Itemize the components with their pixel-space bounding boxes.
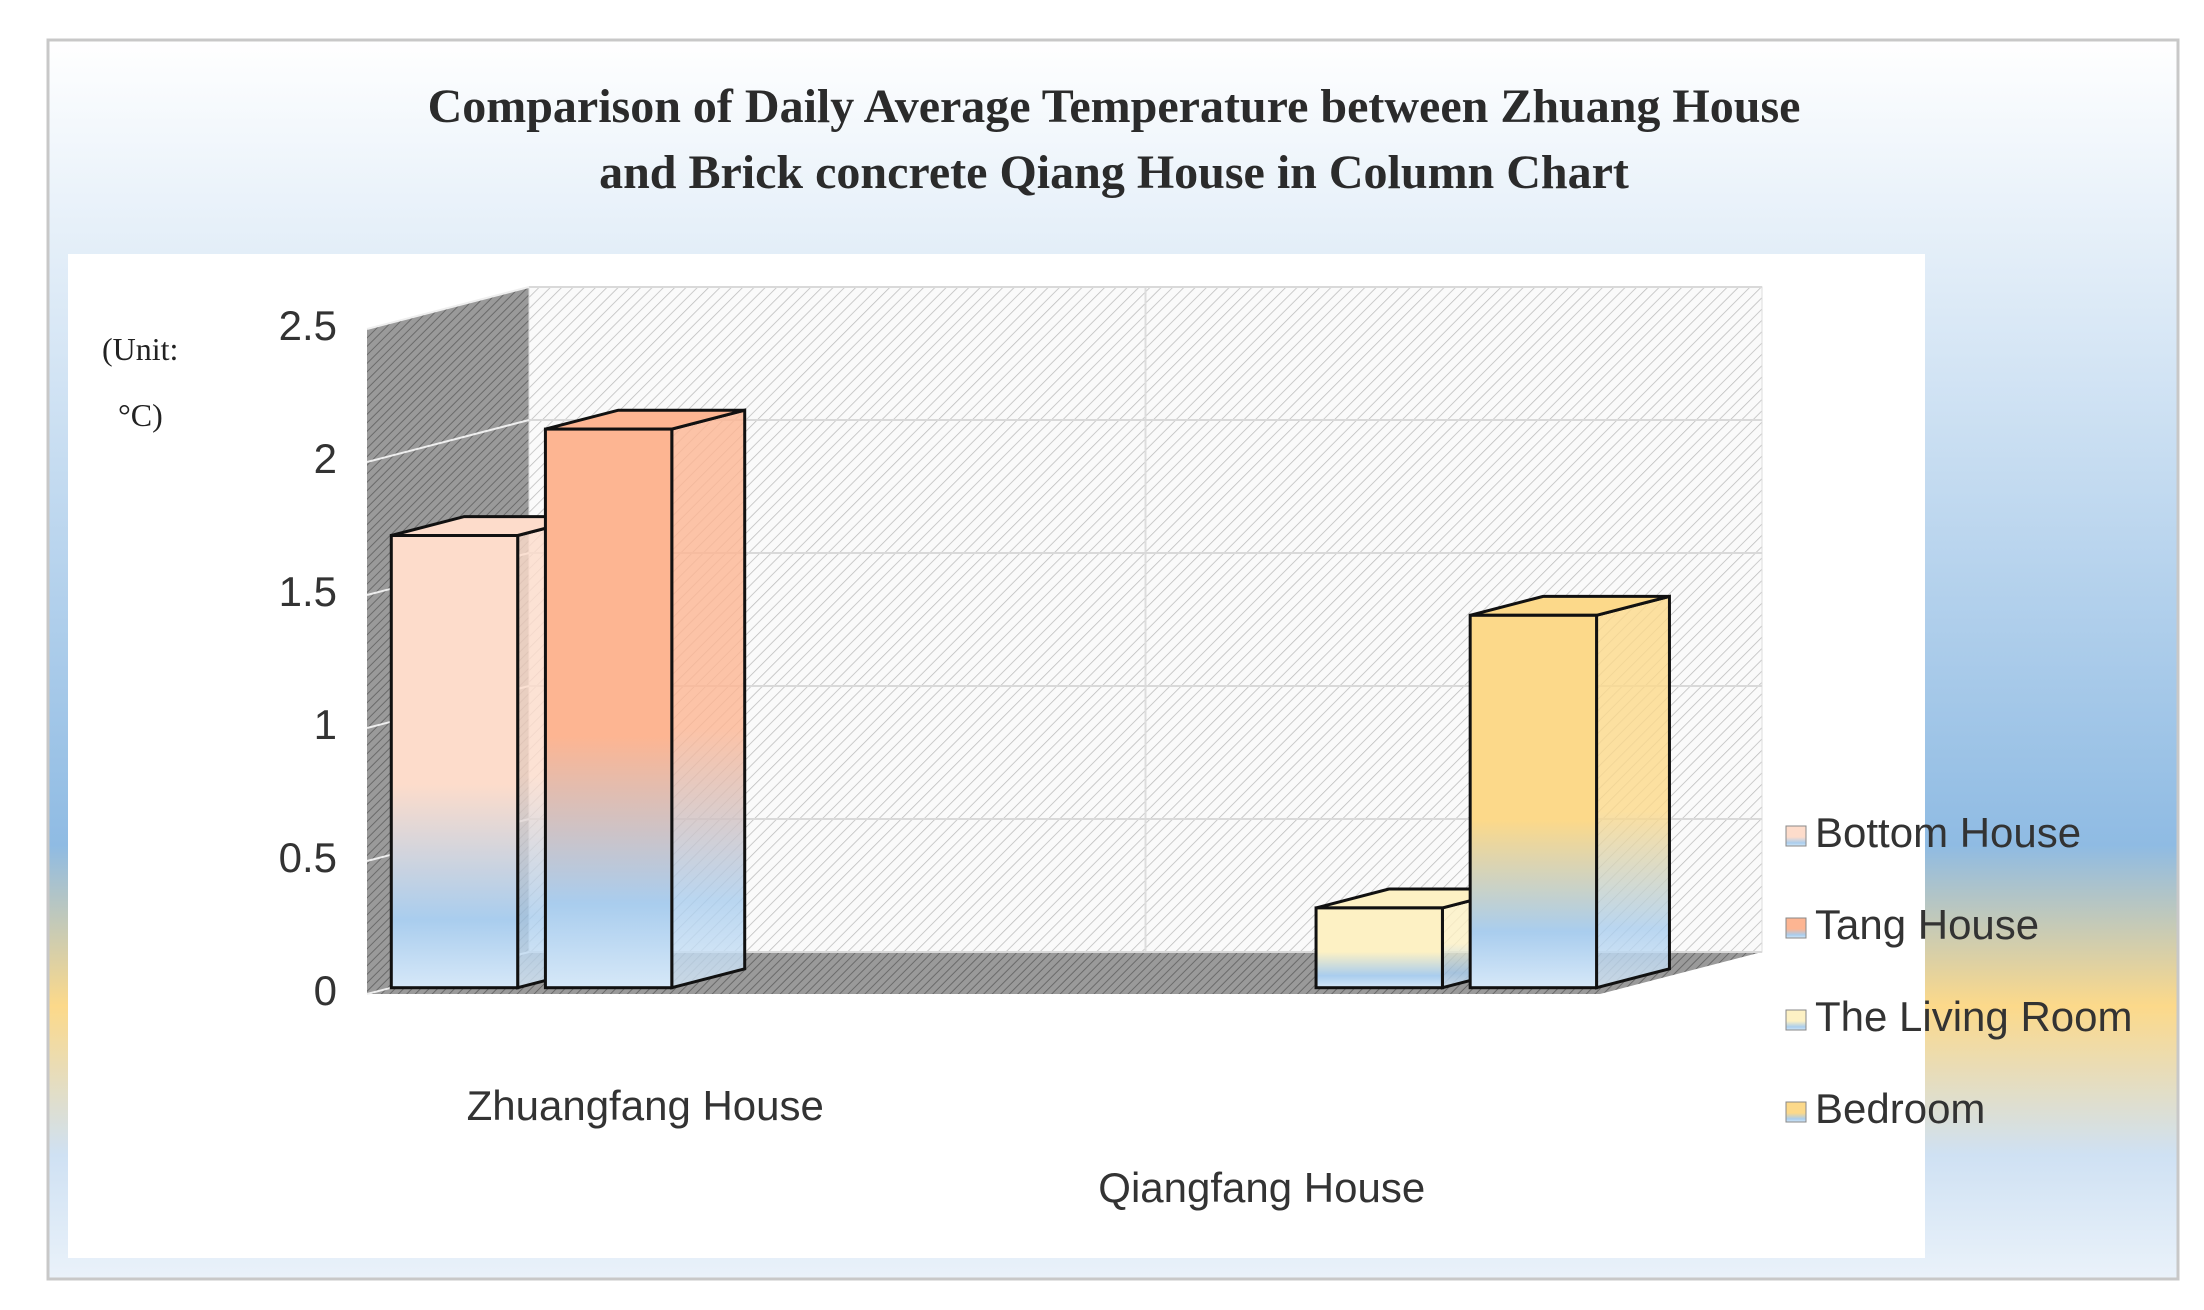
- y-tick-label: 0: [314, 967, 337, 1014]
- bar: [543, 427, 674, 990]
- y-axis-label: °C): [118, 397, 163, 433]
- bar-side: [670, 408, 747, 990]
- legend-swatch: [1785, 1101, 1807, 1123]
- bar: [1314, 906, 1444, 990]
- legend-swatch: [1785, 825, 1807, 847]
- legend-label: The Living Room: [1815, 993, 2132, 1040]
- legend-swatch: [1785, 1009, 1807, 1031]
- chart-title: Comparison of Daily Average Temperature …: [428, 80, 1801, 133]
- y-tick-label: 0.5: [279, 834, 337, 881]
- x-tick-label: Zhuangfang House: [467, 1082, 824, 1129]
- chart-title: and Brick concrete Qiang House in Column…: [599, 146, 1629, 199]
- y-tick-label: 2: [314, 435, 337, 482]
- legend-label: Tang House: [1815, 901, 2039, 948]
- y-tick-label: 2.5: [279, 302, 337, 349]
- grid-line: [366, 419, 530, 463]
- bar: [389, 534, 520, 990]
- legend-label: Bottom House: [1815, 809, 2081, 856]
- x-tick-label: Qiangfang House: [1098, 1164, 1425, 1211]
- grid-line: [366, 286, 530, 330]
- bar-side: [1595, 594, 1671, 990]
- legend-label: Bedroom: [1815, 1085, 1985, 1132]
- y-tick-label: 1.5: [279, 568, 337, 615]
- y-axis-label: (Unit:: [102, 331, 178, 367]
- y-tick-label: 1: [314, 701, 337, 748]
- bar: [1468, 613, 1599, 990]
- legend-swatch: [1785, 917, 1807, 939]
